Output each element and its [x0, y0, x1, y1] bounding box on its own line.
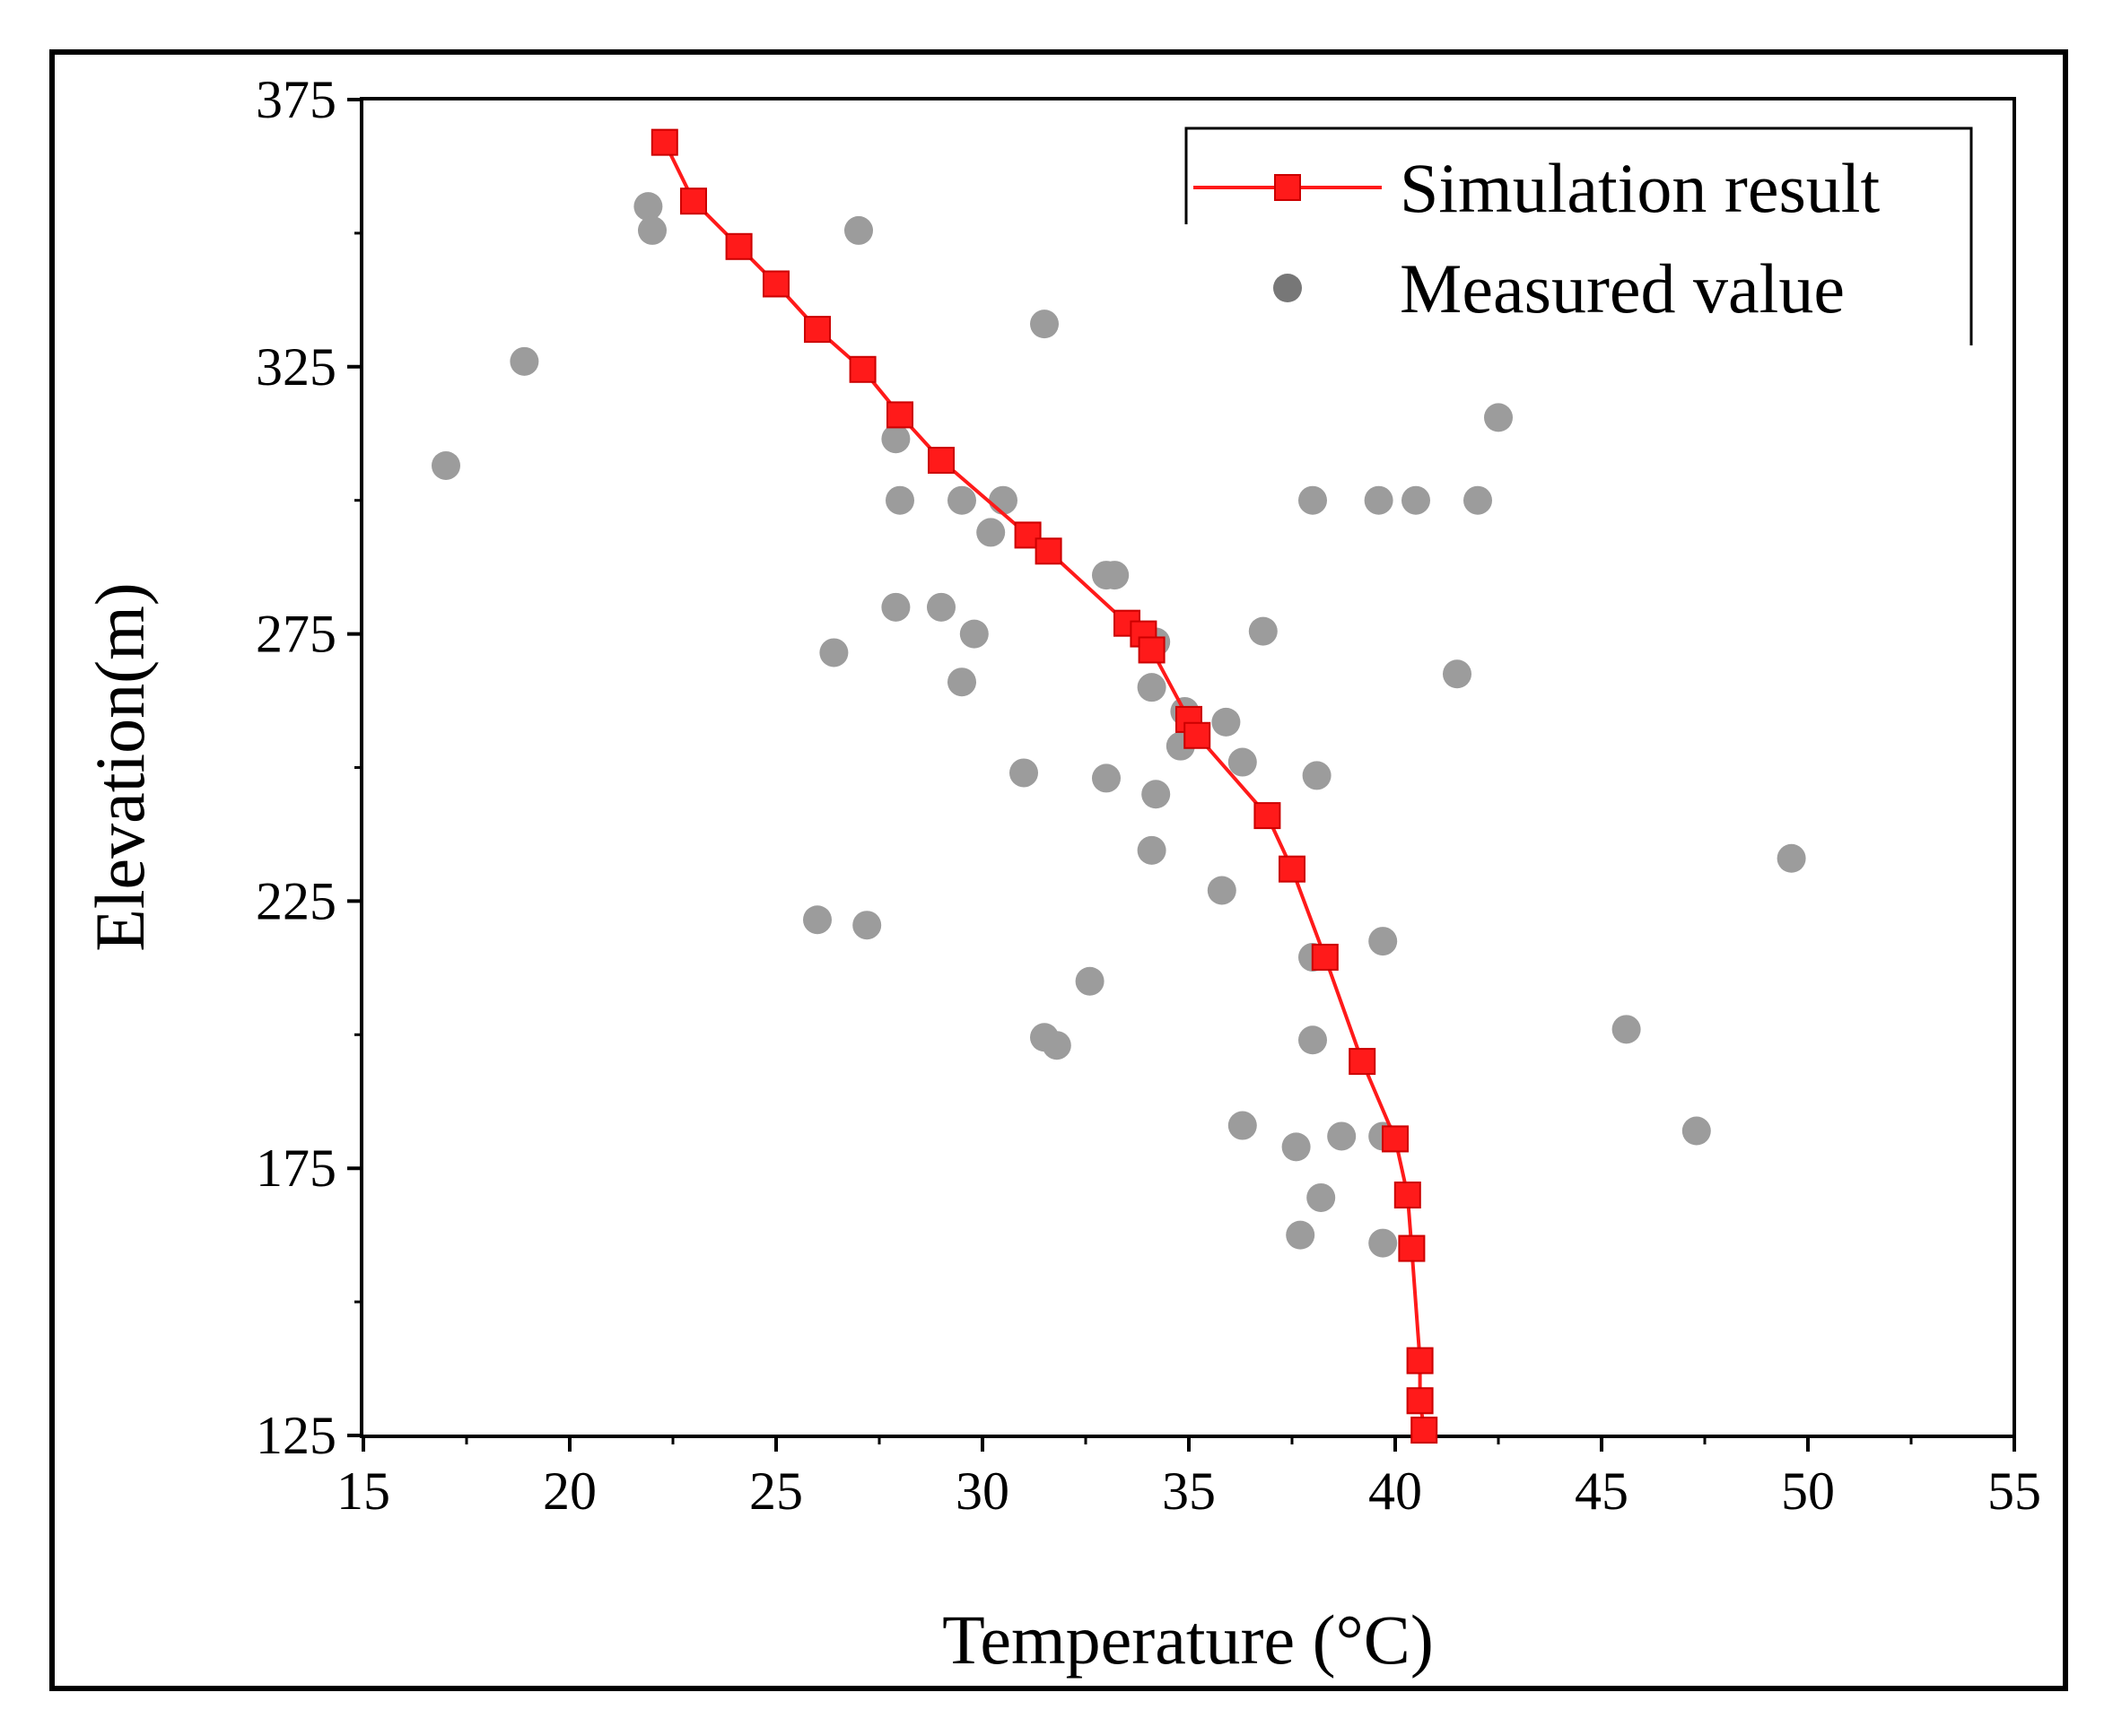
measured-point [1207, 876, 1236, 905]
x-axis: 15 20 25 30 35 40 45 50 55 [336, 1435, 2041, 1521]
measured-point [1443, 659, 1471, 689]
y-tick-label: 225 [256, 871, 336, 930]
measured-point [819, 638, 849, 667]
measured-point [510, 346, 539, 376]
legend: Simulation result Measured value [1184, 126, 1973, 345]
simulation-point [763, 270, 790, 298]
measured-point [1286, 1220, 1315, 1250]
measured-point [1364, 485, 1393, 515]
legend-marker-simulation [1274, 174, 1301, 201]
measured-point [1100, 561, 1130, 590]
measured-point [1211, 707, 1241, 737]
measured-point [432, 450, 460, 480]
measured-point [1401, 485, 1430, 515]
measured-point [1681, 1116, 1711, 1146]
x-tick-label: 35 [1162, 1461, 1216, 1521]
measured-point [633, 192, 663, 222]
x-tick-label: 25 [749, 1461, 803, 1521]
x-tick-label: 20 [543, 1461, 597, 1521]
x-tick-label: 30 [956, 1461, 1009, 1521]
measured-point [1302, 761, 1332, 790]
measured-point [1368, 1228, 1398, 1258]
measured-point [1298, 485, 1327, 515]
measured-point [1075, 966, 1105, 996]
x-tick-label: 40 [1368, 1461, 1422, 1521]
measured-point [852, 911, 882, 940]
y-axis: 125 175 225 275 325 375 [256, 70, 363, 1465]
y-tick-label: 325 [256, 337, 336, 397]
measured-point [1042, 1031, 1071, 1060]
measured-point [1227, 747, 1257, 777]
simulation-point [1138, 636, 1166, 664]
simulation-point [849, 355, 877, 383]
legend-border [1184, 126, 1973, 345]
simulation-series [650, 128, 1438, 1444]
simulation-point [1279, 855, 1305, 883]
measured-point [989, 485, 1017, 515]
y-tick-label: 375 [256, 70, 336, 129]
measured-point [1306, 1182, 1336, 1212]
measured-point [886, 485, 914, 515]
measured-point [1327, 1121, 1357, 1151]
x-tick-label: 45 [1575, 1461, 1628, 1521]
simulation-point [1406, 1387, 1434, 1415]
measured-point [881, 592, 911, 622]
measured-point [976, 518, 1006, 547]
measured-point [1141, 780, 1171, 809]
measured-point [1137, 835, 1166, 865]
simulation-point [1183, 721, 1211, 749]
legend-marker-measured [1273, 274, 1302, 302]
x-tick-label: 50 [1781, 1461, 1835, 1521]
legend-label-measured: Measured value [1400, 249, 1845, 327]
simulation-point [1398, 1234, 1426, 1262]
measured-point [947, 485, 976, 515]
y-tick-label: 125 [256, 1406, 336, 1465]
simulation-point [1311, 943, 1339, 971]
measured-point [1368, 927, 1398, 956]
simulation-point [725, 232, 753, 260]
simulation-point [1406, 1347, 1434, 1374]
y-tick-label: 275 [256, 605, 336, 664]
simulation-point [1393, 1181, 1421, 1208]
measured-point [1227, 1111, 1257, 1140]
simulation-point [1410, 1417, 1438, 1444]
measured-point [1281, 1132, 1311, 1162]
measured-point [1009, 758, 1038, 788]
x-tick-label: 15 [336, 1461, 390, 1521]
measured-point [1092, 763, 1121, 793]
measured-point [1298, 1025, 1327, 1055]
measured-point [1137, 673, 1166, 702]
y-tick-label: 175 [256, 1138, 336, 1198]
measured-point [1030, 310, 1059, 339]
measured-point [1248, 616, 1278, 646]
x-tick-label: 55 [1987, 1461, 2041, 1521]
measured-point [947, 667, 976, 697]
measured-point [1611, 1015, 1641, 1044]
measured-point [959, 619, 989, 649]
legend-label-simulation: Simulation result [1400, 149, 1880, 227]
measured-point [844, 215, 873, 245]
simulation-point [928, 447, 955, 475]
simulation-point [804, 316, 831, 344]
simulation-point [1349, 1048, 1376, 1076]
measured-point [638, 215, 667, 245]
measured-point [1484, 403, 1513, 432]
simulation-point [1382, 1125, 1409, 1153]
simulation-point [886, 401, 913, 429]
measured-point [803, 905, 832, 935]
measured-series [432, 192, 1806, 1258]
x-axis-title: Temperature (°C) [942, 1601, 1434, 1679]
simulation-point [1035, 537, 1062, 565]
simulation-point [650, 128, 678, 156]
simulation-point [680, 188, 707, 215]
simulation-point [1253, 802, 1281, 830]
y-axis-title: Elevation(m) [81, 582, 159, 952]
measured-point [927, 592, 956, 622]
measured-point [1777, 843, 1806, 873]
measured-point [881, 424, 911, 454]
figure-frame [49, 49, 2068, 1691]
measured-point [1463, 485, 1492, 515]
